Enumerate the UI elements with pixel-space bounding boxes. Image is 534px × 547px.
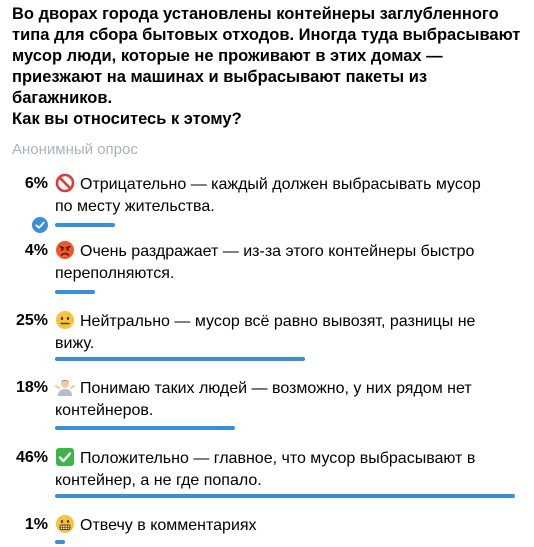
option-text-line: по месту жительства. <box>55 198 215 215</box>
grimacing-face-icon <box>55 514 75 534</box>
poll-type-label: Анонимный опрос <box>12 141 138 158</box>
option-percent: 18% <box>15 379 48 396</box>
poll-question-line: приезжают на машинах и выбрасывают пакет… <box>12 68 428 86</box>
neutral-face-icon <box>55 310 75 330</box>
person-shrugging-icon <box>55 377 75 397</box>
poll-option[interactable]: 25% Нейтрально — мусор всё равно вывозят… <box>0 310 534 370</box>
option-percent: 6% <box>24 175 48 192</box>
option-result-bar <box>55 426 235 430</box>
option-text-line: Отвечу в комментариях <box>80 517 257 534</box>
option-percent: 25% <box>15 312 48 329</box>
option-text-line: вижу. <box>55 335 95 352</box>
option-result-bar <box>55 494 515 498</box>
angry-face-icon <box>55 240 75 260</box>
option-percent: 46% <box>15 449 48 466</box>
option-result-bar <box>55 223 115 227</box>
no-entry-sign-icon <box>55 173 75 193</box>
option-percent: 1% <box>24 516 48 533</box>
option-result-bar <box>55 290 95 294</box>
poll-option[interactable]: 46% Положительно — главное, что мусор вы… <box>0 447 534 507</box>
check-mark-button-icon <box>55 447 75 467</box>
option-percent: 4% <box>24 242 48 259</box>
option-text-line: Отрицательно — каждый должен выбрасывать… <box>80 176 481 193</box>
option-text-line: Очень раздражает — из-за этого контейнер… <box>80 243 475 260</box>
poll-question-line: Как вы относитесь к этому? <box>12 110 242 128</box>
poll-option[interactable]: 6% Отрицательно — каждый должен выбрасыв… <box>0 173 534 233</box>
option-text-line: Понимаю таких людей — возможно, у них ря… <box>80 380 472 397</box>
poll-question-line: типа для сбора бытовых отходов. Иногда т… <box>12 26 521 44</box>
poll-question-line: мусор люди, которые не проживают в этих … <box>12 47 443 65</box>
option-text: Положительно — главное, что мусор выбрас… <box>55 447 525 492</box>
poll-question-line: багажников. <box>12 89 113 107</box>
option-result-bar <box>55 540 65 544</box>
poll-option[interactable]: 18% Понимаю таких людей — возможно, у ни… <box>0 377 534 437</box>
option-text-line: контейнер, а не где попало. <box>55 472 262 489</box>
option-text: Понимаю таких людей — возможно, у них ря… <box>55 377 525 422</box>
option-text: Отвечу в комментариях <box>55 514 525 537</box>
option-text-line: переполняются. <box>55 265 175 282</box>
option-text: Отрицательно — каждый должен выбрасывать… <box>55 173 525 218</box>
poll-option[interactable]: 1% Отвечу в комментариях <box>0 514 534 547</box>
poll-question: Во дворах города установлены контейнеры … <box>12 4 527 130</box>
option-text-line: Нейтрально — мусор всё равно вывозят, ра… <box>80 313 476 330</box>
option-text-line: контейнеров. <box>55 402 154 419</box>
option-text-line: Положительно — главное, что мусор выбрас… <box>80 450 476 467</box>
voted-check-icon <box>32 217 48 233</box>
option-text: Нейтрально — мусор всё равно вывозят, ра… <box>55 310 525 355</box>
poll-option[interactable]: 4% Очень раздражает — из-за этого контей… <box>0 240 534 300</box>
option-text: Очень раздражает — из-за этого контейнер… <box>55 240 525 285</box>
option-result-bar <box>55 357 305 361</box>
poll-question-line: Во дворах города установлены контейнеры … <box>12 5 499 23</box>
